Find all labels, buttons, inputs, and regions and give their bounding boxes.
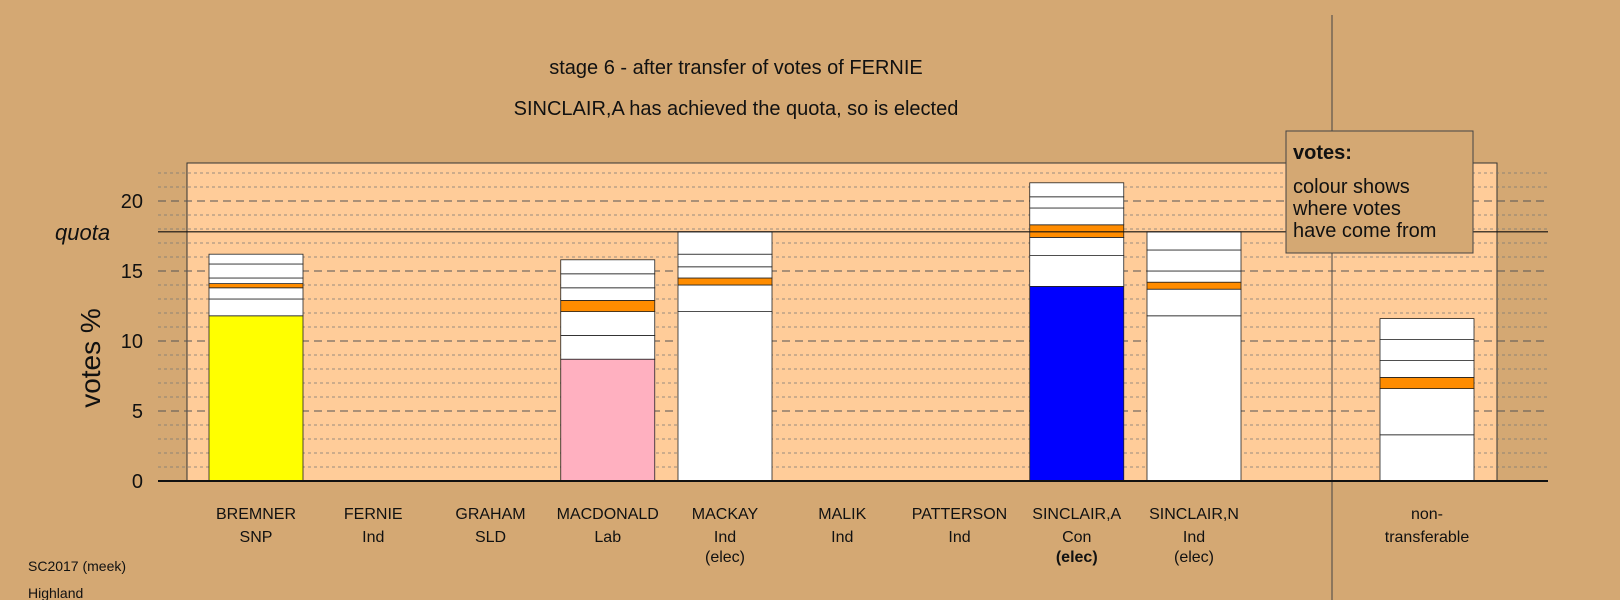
bar-segment — [1029, 182, 1125, 198]
bar-segment — [560, 334, 656, 360]
candidate-party: Ind — [948, 529, 970, 546]
y-tick-label: 0 — [132, 471, 143, 493]
candidate-party: SNP — [240, 529, 273, 546]
candidate-party: Ind — [362, 529, 384, 546]
bar-segment — [208, 283, 304, 289]
bar-segment — [1146, 281, 1242, 290]
bar-segment — [1146, 288, 1242, 317]
bar-segment — [1029, 224, 1125, 238]
legend-box: votes: colour shows where votes have com… — [1285, 130, 1474, 254]
candidate-name: SINCLAIR,A — [1032, 506, 1121, 523]
quota-label: quota — [55, 220, 110, 245]
legend-line: where votes — [1292, 198, 1401, 220]
bar-segment — [1146, 315, 1242, 482]
candidate-labels: BREMNER SNP FERNIE Ind GRAHAM SLD MACDONALD Lab… — [216, 506, 1469, 566]
nontransferable-bar-segment — [1379, 388, 1475, 436]
bar-segment — [1146, 231, 1242, 251]
bar-segment — [208, 277, 304, 284]
chart-subtitle: SINCLAIR,A has achieved the quota, so is… — [514, 98, 959, 120]
legend-line: colour shows — [1293, 176, 1410, 198]
bar-segment — [560, 287, 656, 301]
footer-region: Highland — [28, 585, 83, 600]
bar-segment — [560, 259, 656, 275]
candidate-party: Con — [1062, 529, 1091, 546]
candidate-party: Ind — [1183, 529, 1205, 546]
y-axis-label: votes % — [75, 308, 106, 408]
bar-segment — [677, 277, 773, 286]
candidate-name: MALIK — [818, 506, 866, 523]
y-axis-ticks: 0 5 10 15 20 — [121, 191, 143, 493]
legend-heading: votes: — [1293, 142, 1352, 164]
nontransferable-label: non- — [1411, 506, 1443, 523]
bar-segment — [560, 358, 656, 482]
nontransferable-bar-segment — [1379, 339, 1475, 362]
legend-line: have come from — [1293, 220, 1436, 242]
bar-segment — [560, 311, 656, 336]
bar-segment — [208, 315, 304, 482]
y-tick-label: 10 — [121, 331, 143, 353]
candidate-name: MACDONALD — [557, 506, 659, 523]
bar-segment — [1029, 255, 1125, 287]
bar-segment — [560, 299, 656, 312]
nontransferable-bar-segment — [1379, 360, 1475, 378]
bar-segment — [1029, 196, 1125, 209]
chart-title: stage 6 - after transfer of votes of FER… — [549, 57, 923, 79]
bar-segment — [677, 311, 773, 482]
bar-segment — [1146, 270, 1242, 283]
nontransferable-bar-segment — [1379, 434, 1475, 482]
candidate-name: FERNIE — [344, 506, 403, 523]
bar-segment — [560, 273, 656, 289]
bar-segment — [1029, 285, 1125, 482]
candidate-party: SLD — [475, 529, 506, 546]
nontransferable-label: transferable — [1385, 529, 1470, 546]
bar-segment — [677, 284, 773, 313]
bar-segment — [208, 253, 304, 265]
plot-area — [186, 162, 1498, 482]
candidate-status: (elec) — [1056, 549, 1098, 566]
bar-segment — [208, 287, 304, 300]
candidate-status: (elec) — [1174, 549, 1214, 566]
candidate-party: Ind — [831, 529, 853, 546]
candidate-name: BREMNER — [216, 506, 296, 523]
bar-segment — [1029, 207, 1125, 226]
y-tick-label: 20 — [121, 191, 143, 213]
bar-segment — [677, 231, 773, 255]
bar-segment — [208, 263, 304, 279]
y-tick-label: 15 — [121, 261, 143, 283]
candidate-name: SINCLAIR,N — [1149, 506, 1239, 523]
candidate-name: MACKAY — [692, 506, 759, 523]
candidate-name: PATTERSON — [912, 506, 1007, 523]
y-tick-label: 5 — [132, 401, 143, 423]
footer-method: SC2017 (meek) — [28, 558, 126, 574]
bars — [208, 182, 1475, 482]
bar-segment — [1029, 236, 1125, 256]
candidate-name: GRAHAM — [455, 506, 525, 523]
nontransferable-bar-segment — [1379, 376, 1475, 389]
bar-segment — [1146, 249, 1242, 272]
bar-segment — [677, 266, 773, 279]
bar-segment — [677, 253, 773, 268]
candidate-party: Lab — [594, 529, 621, 546]
bar-segment — [208, 298, 304, 317]
candidate-status: (elec) — [705, 549, 745, 566]
nontransferable-bar-segment — [1379, 318, 1475, 341]
candidate-party: Ind — [714, 529, 736, 546]
